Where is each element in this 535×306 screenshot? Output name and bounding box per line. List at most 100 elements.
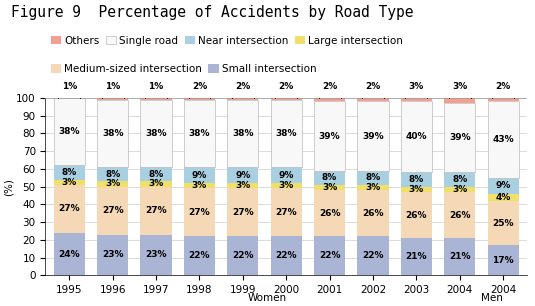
Text: 22%: 22% [276, 251, 297, 260]
Bar [227, 96, 258, 100]
Bar [54, 233, 85, 275]
Text: 3%: 3% [409, 82, 424, 91]
Bar [444, 238, 476, 275]
Bar [271, 236, 302, 275]
Text: 38%: 38% [59, 127, 80, 136]
Text: 21%: 21% [449, 252, 470, 261]
Text: 22%: 22% [319, 251, 340, 260]
Text: 3%: 3% [235, 181, 250, 190]
Bar [141, 98, 172, 100]
Text: 3%: 3% [365, 183, 380, 192]
Bar [314, 185, 345, 190]
Text: 3%: 3% [192, 181, 207, 190]
Bar [271, 167, 302, 183]
Text: 27%: 27% [146, 206, 167, 215]
Bar [487, 178, 519, 194]
Text: Figure 9  Percentage of Accidents by Road Type: Figure 9 Percentage of Accidents by Road… [11, 5, 413, 20]
Text: 1%: 1% [62, 82, 77, 91]
Bar [487, 98, 519, 102]
Text: 38%: 38% [232, 129, 254, 138]
Text: 43%: 43% [492, 135, 514, 144]
Bar [357, 98, 388, 102]
Bar [401, 192, 432, 238]
Text: 2%: 2% [365, 82, 380, 91]
Bar [141, 235, 172, 275]
Text: 22%: 22% [362, 251, 384, 260]
Bar [487, 194, 519, 201]
Bar [184, 96, 215, 100]
Text: 38%: 38% [189, 129, 210, 138]
Bar [271, 100, 302, 167]
Text: 23%: 23% [102, 251, 124, 259]
Bar [357, 171, 388, 185]
Bar [97, 98, 128, 100]
Bar [314, 98, 345, 102]
Bar [487, 201, 519, 245]
Text: 39%: 39% [319, 132, 340, 140]
Bar [141, 100, 172, 167]
Text: 17%: 17% [492, 256, 514, 265]
Text: 3%: 3% [279, 181, 294, 190]
Legend: Medium-sized intersection, Small intersection: Medium-sized intersection, Small interse… [51, 64, 317, 74]
Text: 26%: 26% [319, 209, 340, 218]
Bar [227, 100, 258, 167]
Text: 2%: 2% [235, 82, 250, 91]
Text: 25%: 25% [492, 218, 514, 228]
Text: 3%: 3% [322, 183, 337, 192]
Bar [54, 185, 85, 233]
Text: 39%: 39% [362, 132, 384, 140]
Bar [54, 98, 85, 165]
Text: 8%: 8% [105, 170, 120, 179]
Bar [227, 183, 258, 188]
Text: 27%: 27% [276, 208, 297, 217]
Text: 4%: 4% [495, 193, 511, 202]
Text: Men: Men [482, 293, 503, 303]
Text: 21%: 21% [406, 252, 427, 261]
Text: 38%: 38% [102, 129, 124, 138]
Bar [401, 102, 432, 173]
Bar [97, 100, 128, 167]
Text: 23%: 23% [146, 251, 167, 259]
Bar [401, 187, 432, 192]
Text: 9%: 9% [192, 171, 207, 180]
Bar [141, 181, 172, 187]
Bar [357, 102, 388, 171]
Bar [357, 236, 388, 275]
Text: 26%: 26% [406, 211, 427, 220]
Text: 27%: 27% [189, 208, 210, 217]
Bar [227, 167, 258, 183]
Bar [141, 187, 172, 235]
Bar [184, 100, 215, 167]
Bar [444, 187, 476, 192]
Bar [487, 245, 519, 275]
Text: 8%: 8% [322, 173, 337, 182]
Text: 22%: 22% [189, 251, 210, 260]
Text: 2%: 2% [495, 82, 511, 91]
Bar [54, 180, 85, 185]
Bar [54, 96, 85, 98]
Text: 38%: 38% [146, 129, 167, 138]
Bar [141, 167, 172, 181]
Text: 26%: 26% [449, 211, 470, 220]
Text: 26%: 26% [362, 209, 384, 218]
Text: 2%: 2% [192, 82, 207, 91]
Text: 39%: 39% [449, 133, 471, 142]
Text: 27%: 27% [102, 206, 124, 215]
Bar [271, 188, 302, 236]
Bar [314, 236, 345, 275]
Bar [184, 167, 215, 183]
Text: 8%: 8% [149, 170, 164, 179]
Bar [357, 185, 388, 190]
Text: 3%: 3% [409, 185, 424, 194]
Bar [97, 187, 128, 235]
Bar [97, 167, 128, 181]
Text: 38%: 38% [276, 129, 297, 138]
Text: 9%: 9% [279, 171, 294, 180]
Text: 1%: 1% [149, 82, 164, 91]
Bar [227, 188, 258, 236]
Text: 3%: 3% [452, 82, 468, 91]
Y-axis label: (%): (%) [3, 178, 13, 196]
Text: 3%: 3% [149, 180, 164, 188]
Bar [357, 190, 388, 236]
Bar [444, 192, 476, 238]
